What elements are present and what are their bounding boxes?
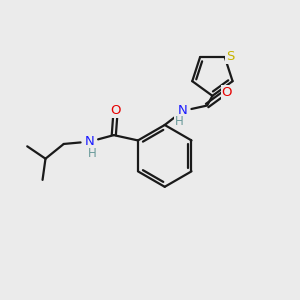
Text: S: S: [226, 50, 234, 63]
Text: O: O: [110, 104, 121, 117]
Text: H: H: [88, 147, 96, 160]
Text: N: N: [178, 104, 188, 117]
Text: N: N: [85, 135, 94, 148]
Text: H: H: [175, 115, 183, 128]
Text: O: O: [222, 86, 232, 99]
